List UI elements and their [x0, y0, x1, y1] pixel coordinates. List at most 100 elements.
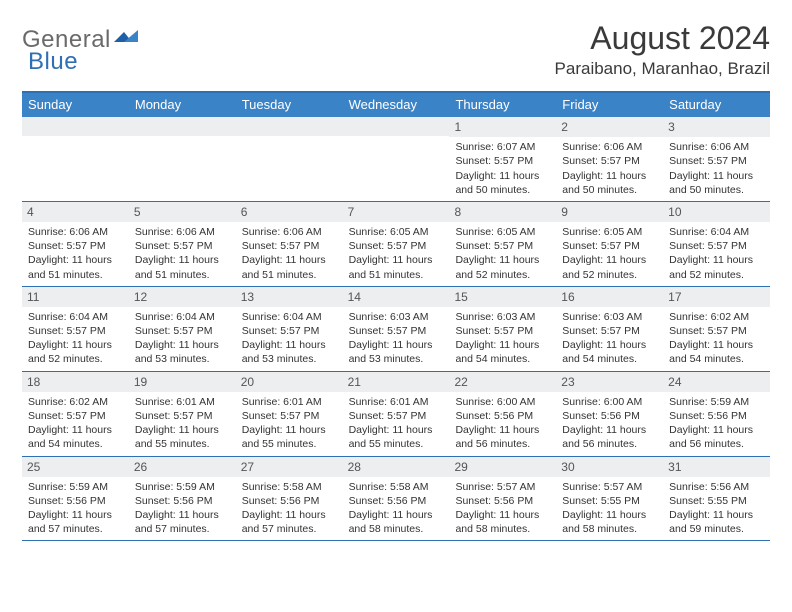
calendar: Sunday Monday Tuesday Wednesday Thursday…	[22, 91, 770, 541]
sunrise-line: Sunrise: 6:03 AM	[562, 310, 657, 324]
daylight-line: Daylight: 11 hours and 57 minutes.	[242, 508, 337, 536]
sunrise-line: Sunrise: 6:03 AM	[455, 310, 550, 324]
daylight-line: Daylight: 11 hours and 59 minutes.	[669, 508, 764, 536]
day-cell: 23Sunrise: 6:00 AMSunset: 5:56 PMDayligh…	[556, 372, 663, 456]
daylight-line: Daylight: 11 hours and 51 minutes.	[242, 253, 337, 281]
day-number: 20	[236, 372, 343, 392]
sunrise-line: Sunrise: 6:04 AM	[242, 310, 337, 324]
sunrise-line: Sunrise: 6:05 AM	[455, 225, 550, 239]
day-number: 11	[22, 287, 129, 307]
day-header-sun: Sunday	[22, 93, 129, 117]
sunset-line: Sunset: 5:57 PM	[28, 409, 123, 423]
logo-flag-icon	[114, 28, 140, 53]
daylight-line: Daylight: 11 hours and 50 minutes.	[562, 169, 657, 197]
sunrise-line: Sunrise: 6:02 AM	[28, 395, 123, 409]
sunrise-line: Sunrise: 6:06 AM	[669, 140, 764, 154]
sunrise-line: Sunrise: 5:59 AM	[28, 480, 123, 494]
sunrise-line: Sunrise: 6:03 AM	[349, 310, 444, 324]
day-number: 17	[663, 287, 770, 307]
sunrise-line: Sunrise: 6:01 AM	[349, 395, 444, 409]
sunrise-line: Sunrise: 6:01 AM	[135, 395, 230, 409]
daylight-line: Daylight: 11 hours and 54 minutes.	[28, 423, 123, 451]
daylight-line: Daylight: 11 hours and 53 minutes.	[135, 338, 230, 366]
day-number: 31	[663, 457, 770, 477]
daylight-line: Daylight: 11 hours and 56 minutes.	[669, 423, 764, 451]
sunset-line: Sunset: 5:57 PM	[28, 324, 123, 338]
day-cell	[343, 117, 450, 201]
day-cell: 7Sunrise: 6:05 AMSunset: 5:57 PMDaylight…	[343, 202, 450, 286]
day-number: 5	[129, 202, 236, 222]
day-number: 29	[449, 457, 556, 477]
sunset-line: Sunset: 5:57 PM	[349, 324, 444, 338]
day-cell: 25Sunrise: 5:59 AMSunset: 5:56 PMDayligh…	[22, 457, 129, 541]
sunset-line: Sunset: 5:57 PM	[562, 239, 657, 253]
sunrise-line: Sunrise: 6:01 AM	[242, 395, 337, 409]
day-cell: 5Sunrise: 6:06 AMSunset: 5:57 PMDaylight…	[129, 202, 236, 286]
day-number: 16	[556, 287, 663, 307]
day-cell: 31Sunrise: 5:56 AMSunset: 5:55 PMDayligh…	[663, 457, 770, 541]
sunrise-line: Sunrise: 5:58 AM	[349, 480, 444, 494]
day-number: 15	[449, 287, 556, 307]
sunrise-line: Sunrise: 6:04 AM	[28, 310, 123, 324]
sunset-line: Sunset: 5:57 PM	[455, 154, 550, 168]
day-cell: 27Sunrise: 5:58 AMSunset: 5:56 PMDayligh…	[236, 457, 343, 541]
day-cell: 2Sunrise: 6:06 AMSunset: 5:57 PMDaylight…	[556, 117, 663, 201]
sunrise-line: Sunrise: 6:04 AM	[135, 310, 230, 324]
daylight-line: Daylight: 11 hours and 52 minutes.	[669, 253, 764, 281]
day-number: 2	[556, 117, 663, 137]
location: Paraibano, Maranhao, Brazil	[555, 59, 770, 79]
daylight-line: Daylight: 11 hours and 55 minutes.	[242, 423, 337, 451]
logo-sub: Blue	[28, 48, 78, 76]
month-title: August 2024	[555, 20, 770, 57]
day-cell	[236, 117, 343, 201]
day-header-thu: Thursday	[449, 93, 556, 117]
sunset-line: Sunset: 5:57 PM	[455, 239, 550, 253]
sunset-line: Sunset: 5:57 PM	[349, 239, 444, 253]
day-cell: 21Sunrise: 6:01 AMSunset: 5:57 PMDayligh…	[343, 372, 450, 456]
day-cell: 20 Sunrise: 6:01 AMSunset: 5:57 PMDayligh…	[236, 372, 343, 456]
day-number: 9	[556, 202, 663, 222]
sunset-line: Sunset: 5:57 PM	[669, 154, 764, 168]
day-number	[343, 117, 450, 136]
sunrise-line: Sunrise: 5:58 AM	[242, 480, 337, 494]
sunset-line: Sunset: 5:57 PM	[669, 239, 764, 253]
day-number: 12	[129, 287, 236, 307]
daylight-line: Daylight: 11 hours and 55 minutes.	[135, 423, 230, 451]
day-cell: 9Sunrise: 6:05 AMSunset: 5:57 PMDaylight…	[556, 202, 663, 286]
sunset-line: Sunset: 5:57 PM	[562, 324, 657, 338]
daylight-line: Daylight: 11 hours and 56 minutes.	[455, 423, 550, 451]
day-number: 26	[129, 457, 236, 477]
daylight-line: Daylight: 11 hours and 54 minutes.	[562, 338, 657, 366]
day-cell	[22, 117, 129, 201]
sunset-line: Sunset: 5:57 PM	[242, 409, 337, 423]
sunset-line: Sunset: 5:57 PM	[349, 409, 444, 423]
sunset-line: Sunset: 5:56 PM	[28, 494, 123, 508]
sunrise-line: Sunrise: 6:07 AM	[455, 140, 550, 154]
sunset-line: Sunset: 5:55 PM	[669, 494, 764, 508]
sunset-line: Sunset: 5:57 PM	[28, 239, 123, 253]
day-number: 10	[663, 202, 770, 222]
week-row: 18Sunrise: 6:02 AMSunset: 5:57 PMDayligh…	[22, 372, 770, 457]
day-cell: 1Sunrise: 6:07 AMSunset: 5:57 PMDaylight…	[449, 117, 556, 201]
day-number: 19	[129, 372, 236, 392]
day-number: 24	[663, 372, 770, 392]
day-cell: 22Sunrise: 6:00 AMSunset: 5:56 PMDayligh…	[449, 372, 556, 456]
daylight-line: Daylight: 11 hours and 57 minutes.	[135, 508, 230, 536]
week-row: 1Sunrise: 6:07 AMSunset: 5:57 PMDaylight…	[22, 117, 770, 202]
daylight-line: Daylight: 11 hours and 58 minutes.	[562, 508, 657, 536]
day-number: 8	[449, 202, 556, 222]
title-block: August 2024 Paraibano, Maranhao, Brazil	[555, 20, 770, 79]
sunrise-line: Sunrise: 6:06 AM	[242, 225, 337, 239]
sunset-line: Sunset: 5:56 PM	[135, 494, 230, 508]
day-cell: 10Sunrise: 6:04 AMSunset: 5:57 PMDayligh…	[663, 202, 770, 286]
sunset-line: Sunset: 5:57 PM	[562, 154, 657, 168]
day-cell: 24Sunrise: 5:59 AMSunset: 5:56 PMDayligh…	[663, 372, 770, 456]
daylight-line: Daylight: 11 hours and 58 minutes.	[349, 508, 444, 536]
day-cell: 28Sunrise: 5:58 AMSunset: 5:56 PMDayligh…	[343, 457, 450, 541]
sunset-line: Sunset: 5:57 PM	[135, 324, 230, 338]
day-header-row: Sunday Monday Tuesday Wednesday Thursday…	[22, 93, 770, 117]
day-cell: 30Sunrise: 5:57 AMSunset: 5:55 PMDayligh…	[556, 457, 663, 541]
day-cell: 8Sunrise: 6:05 AMSunset: 5:57 PMDaylight…	[449, 202, 556, 286]
sunset-line: Sunset: 5:57 PM	[242, 324, 337, 338]
day-header-mon: Monday	[129, 93, 236, 117]
